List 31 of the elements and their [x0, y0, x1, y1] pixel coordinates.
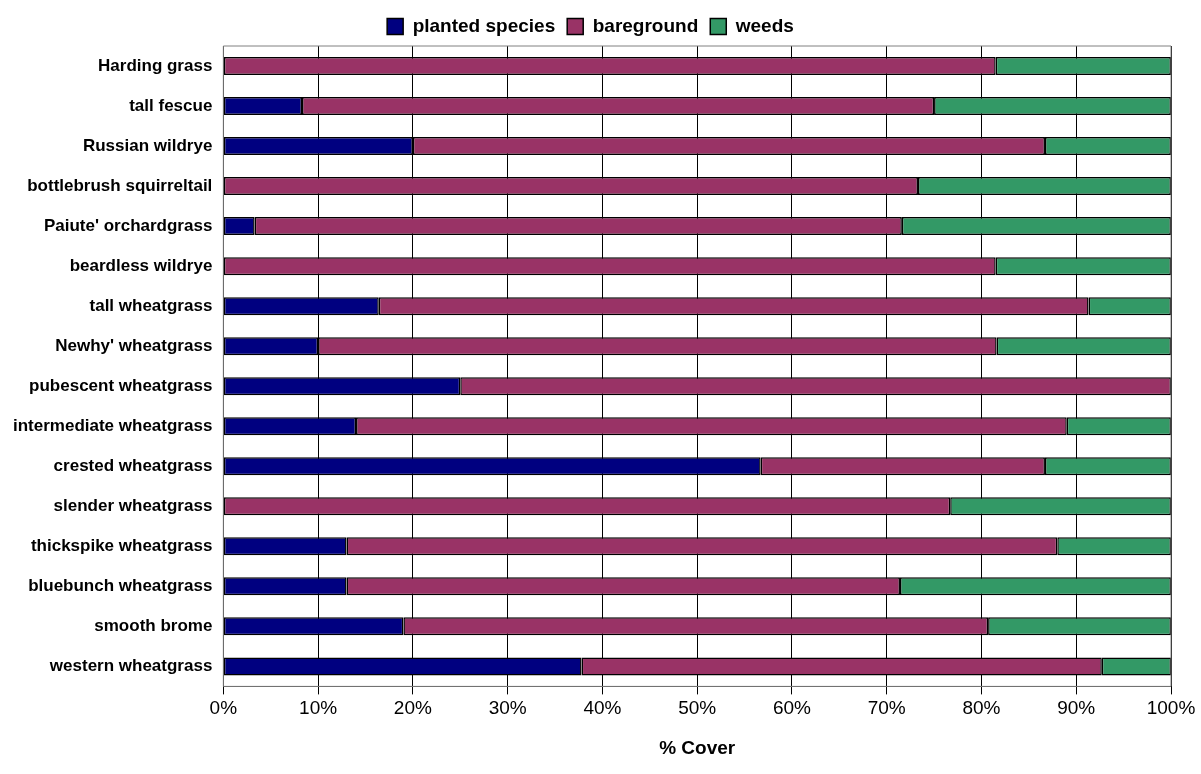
y-tick-label: bottlebrush squirreltail	[27, 175, 213, 195]
legend-label: planted species	[412, 14, 556, 36]
legend-label: weeds	[734, 14, 794, 36]
x-tick-label: 10%	[299, 697, 338, 719]
y-tick-label: beardless wildrye	[69, 255, 213, 275]
x-tick-label: 90%	[1057, 697, 1096, 719]
x-tick-label: 30%	[488, 697, 527, 719]
y-tick-label: bluebunch wheatgrass	[28, 576, 213, 596]
y-tick-label: crested wheatgrass	[53, 455, 213, 475]
x-tick-label: 50%	[678, 697, 717, 719]
x-axis-title: % Cover	[659, 736, 736, 758]
y-tick-label: Russian wildrye	[82, 135, 213, 155]
y-tick-label: smooth brome	[94, 616, 213, 636]
y-tick-label: tall fescue	[129, 95, 213, 115]
y-tick-label: western wheatgrass	[48, 656, 213, 676]
y-tick-label: intermediate wheatgrass	[12, 415, 213, 435]
x-tick-label: 0%	[209, 697, 238, 719]
y-tick-label: slender wheatgrass	[53, 495, 213, 515]
x-tick-label: 100%	[1146, 697, 1196, 719]
x-tick-label: 70%	[867, 697, 906, 719]
x-tick-label: 20%	[393, 697, 432, 719]
x-tick-label: 80%	[962, 697, 1001, 719]
x-tick-label: 40%	[583, 697, 622, 719]
y-tick-label: Newhy' wheatgrass	[55, 335, 213, 355]
y-tick-label: thickspike wheatgrass	[30, 536, 213, 555]
legend-label: bareground	[592, 14, 699, 36]
y-tick-label: Paiute' orchardgrass	[43, 215, 213, 235]
x-tick-label: 60%	[772, 697, 812, 719]
y-tick-label: tall wheatgrass	[89, 295, 213, 315]
y-tick-label: pubescent wheatgrass	[29, 375, 213, 395]
y-tick-label: Harding grass	[98, 55, 213, 75]
